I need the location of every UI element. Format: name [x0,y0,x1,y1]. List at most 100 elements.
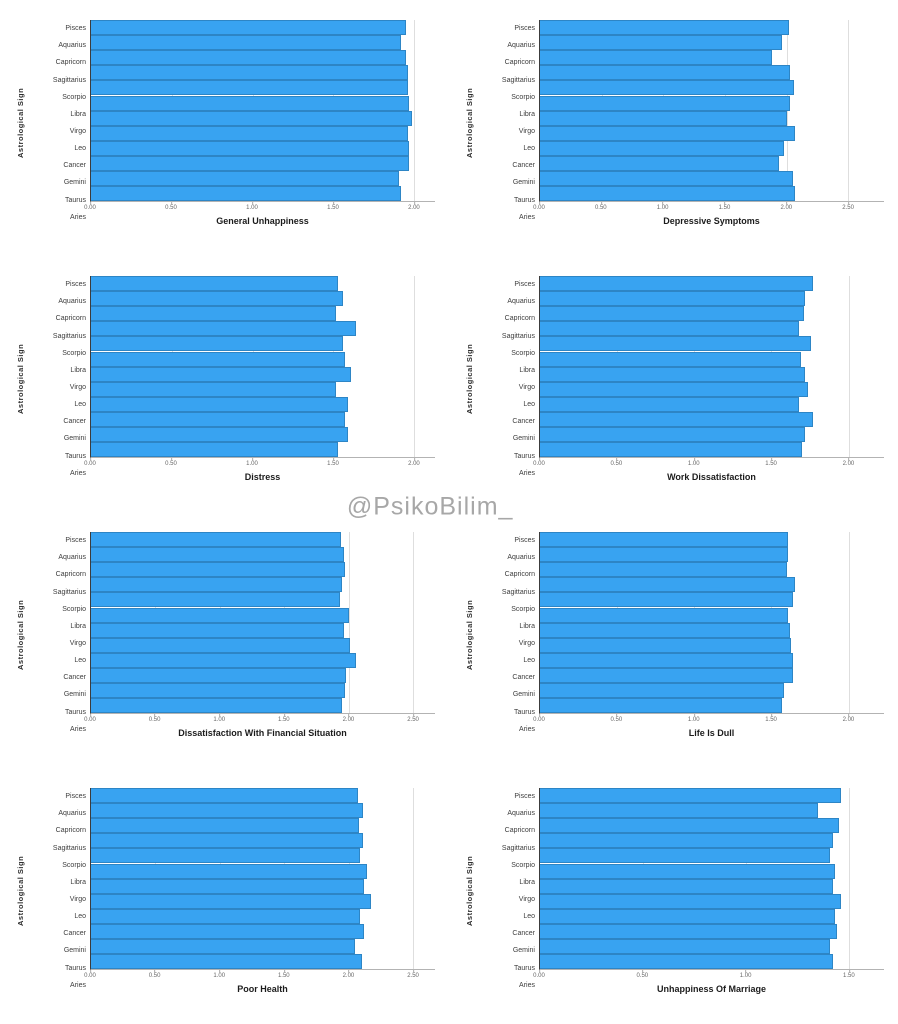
plot-area [90,20,435,203]
bar [540,863,835,879]
bar-row [91,954,435,970]
y-tick-label: Sagittarius [501,844,535,852]
bar-row [91,532,435,548]
bar [91,683,345,699]
bar [540,893,841,909]
plot-column: 0.00 0.50 1.00 1.50 2.00 Distress [84,276,435,482]
bar-row [540,878,884,894]
plot-column: 0.00 0.50 1.00 1.50 2.00 2.50 Depressive Symp… [533,20,884,226]
y-tick-label: Sagittarius [52,588,86,596]
bar [91,818,359,834]
bar [540,20,790,36]
bar [91,939,356,955]
bar [540,125,796,141]
bar [540,683,784,699]
y-tick-labels: Pisces Aquarius Capricorn Sagittarius Scorpi… [483,532,539,738]
y-tick-label: Aries [519,213,535,221]
bar-row [540,863,884,879]
y-tick-label: Aries [70,213,86,221]
y-tick-label: Taurus [513,964,535,972]
bar [91,532,341,548]
y-tick-label: Pisces [514,793,535,801]
bar-row [91,427,435,443]
y-tick-label: Aquarius [507,554,535,562]
y-tick-labels: Pisces Aquarius Capricorn Sagittarius Scorpi… [34,788,90,994]
bar [540,110,787,126]
bar [91,186,402,202]
bar-row [540,381,884,397]
bar [540,878,833,894]
bar-row [540,336,884,352]
plot-column: 0.00 0.50 1.00 1.50 2.00 Work Dissatisfactio… [533,276,884,482]
bar-row [91,50,435,66]
y-tick-label: Sagittarius [501,76,535,84]
bar [540,788,841,804]
bar-row [91,893,435,909]
bar [91,908,361,924]
bar [91,878,365,894]
bar [540,954,833,970]
bar [540,140,785,156]
y-tick-label: Libra [519,366,535,374]
y-tick-label: Scorpio [511,605,535,613]
bar [540,35,782,51]
y-tick-label: Sagittarius [52,844,86,852]
y-tick-label: Aries [70,981,86,989]
bar [91,442,339,458]
x-tick-label: 0.50 [610,714,623,724]
x-tick-labels: 0.00 0.50 1.00 1.50 2.00 [84,202,435,214]
plot-row: Astrological Sign Pisces Aquarius Capricor… [16,276,435,482]
bar [91,863,367,879]
bar-row [91,908,435,924]
chart-panel: Astrological Sign Pisces Aquarius Capricor… [449,0,898,256]
bar [91,20,406,36]
x-tick-label: 1.50 [277,714,290,724]
bar-row [540,321,884,337]
bar-row [91,442,435,458]
bar [540,607,789,623]
y-tick-label: Capricorn [504,59,535,67]
bar [91,156,410,172]
bar-row [540,939,884,955]
y-tick-label: Leo [523,657,535,665]
bar [540,306,804,322]
y-tick-label: Capricorn [55,827,86,835]
bar-row [540,637,884,653]
bar-row [91,396,435,412]
y-axis-title: Astrological Sign [465,343,474,415]
y-tick-label: Gemini [512,435,535,443]
bar [540,186,796,202]
bar-row [91,683,435,699]
bar-row [91,35,435,51]
bar [91,848,361,864]
y-tick-label: Scorpio [62,349,86,357]
bar [91,954,362,970]
bar-row [91,80,435,96]
bar-row [540,80,884,96]
y-tick-label: Libra [519,110,535,118]
y-tick-label: Virgo [518,384,535,392]
y-tick-label: Libra [70,110,86,118]
bar-row [540,577,884,593]
x-tick-label: 1.00 [213,714,226,724]
plot-row: Astrological Sign Pisces Aquarius Capricor… [16,20,435,226]
y-axis-title: Astrological Sign [465,87,474,159]
bar [540,381,809,397]
bar-row [91,336,435,352]
x-tick-label: 0.00 [84,458,96,468]
bar [91,321,356,337]
bar [540,698,783,714]
y-tick-label: Taurus [64,964,86,972]
gridline [848,532,850,714]
plot-area [539,532,884,715]
y-tick-labels: Pisces Aquarius Capricorn Sagittarius Scorpi… [483,20,539,226]
bar [91,50,406,66]
plot-row: Astrological Sign Pisces Aquarius Capricor… [465,532,884,738]
y-tick-label: Leo [523,401,535,409]
bar [540,833,833,849]
bar-row [540,276,884,292]
chart-panel: Astrological Sign Pisces Aquarius Capricor… [0,256,449,512]
plot-row: Astrological Sign Pisces Aquarius Capricor… [16,532,435,738]
